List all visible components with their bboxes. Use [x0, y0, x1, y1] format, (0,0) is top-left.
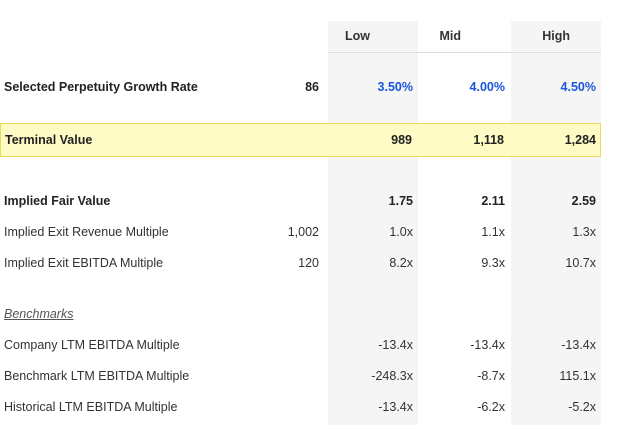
value-mid: 9.3x	[481, 256, 505, 270]
high-column-shade	[511, 21, 601, 425]
value-low: 1.75	[388, 194, 413, 208]
value-low: -13.4x	[378, 338, 413, 352]
historical-ltm-row: Historical LTM EBITDA Multiple -13.4x -6…	[0, 397, 601, 417]
terminal-value-row: Terminal Value 989 1,118 1,284	[0, 123, 601, 157]
growth-rate-row: Selected Perpetuity Growth Rate 86 3.50%…	[0, 77, 601, 97]
benchmarks-heading: Benchmarks	[4, 307, 74, 321]
growth-high-input[interactable]: 4.50%	[560, 80, 596, 94]
value-high: -5.2x	[568, 400, 596, 414]
row-label: Implied Exit Revenue Multiple	[4, 225, 169, 239]
value-high: 115.1x	[559, 369, 596, 383]
value-mid: 1.1x	[481, 225, 505, 239]
value-high: 10.7x	[565, 256, 596, 270]
value-high: 1,284	[564, 133, 596, 147]
column-headers: Low Mid High	[0, 26, 601, 46]
base-value: 86	[305, 80, 319, 94]
header-divider	[328, 52, 601, 53]
header-high: High	[542, 29, 570, 43]
value-mid: -13.4x	[470, 338, 505, 352]
base-value: 1,002	[287, 225, 319, 239]
value-mid: -8.7x	[477, 369, 505, 383]
value-low: -248.3x	[371, 369, 413, 383]
value-mid: -6.2x	[477, 400, 505, 414]
growth-mid-input[interactable]: 4.00%	[469, 80, 505, 94]
value-high: -13.4x	[561, 338, 596, 352]
row-label: Terminal Value	[5, 133, 93, 147]
row-label: Implied Fair Value	[4, 194, 111, 208]
header-mid: Mid	[439, 29, 461, 43]
row-label: Selected Perpetuity Growth Rate	[4, 80, 198, 94]
benchmark-ltm-row: Benchmark LTM EBITDA Multiple -248.3x -8…	[0, 366, 601, 386]
low-column-shade	[328, 21, 418, 425]
value-high: 2.59	[571, 194, 596, 208]
row-label: Benchmark LTM EBITDA Multiple	[4, 369, 190, 383]
base-value: 120	[298, 256, 319, 270]
implied-fair-value-row: Implied Fair Value 1.75 2.11 2.59	[0, 191, 601, 211]
growth-low-input[interactable]: 3.50%	[377, 80, 413, 94]
row-label: Company LTM EBITDA Multiple	[4, 338, 180, 352]
value-low: 8.2x	[389, 256, 413, 270]
row-label: Implied Exit EBITDA Multiple	[4, 256, 164, 270]
header-low: Low	[345, 29, 370, 43]
value-high: 1.3x	[572, 225, 596, 239]
row-label: Historical LTM EBITDA Multiple	[4, 400, 178, 414]
value-mid: 2.11	[481, 194, 505, 208]
value-low: -13.4x	[378, 400, 413, 414]
value-low: 989	[391, 133, 412, 147]
company-ltm-row: Company LTM EBITDA Multiple -13.4x -13.4…	[0, 335, 601, 355]
benchmarks-heading-row: Benchmarks	[0, 304, 601, 324]
value-low: 1.0x	[389, 225, 413, 239]
exit-ebitda-row: Implied Exit EBITDA Multiple 120 8.2x 9.…	[0, 253, 601, 273]
exit-revenue-row: Implied Exit Revenue Multiple 1,002 1.0x…	[0, 222, 601, 242]
value-mid: 1,118	[473, 133, 504, 147]
